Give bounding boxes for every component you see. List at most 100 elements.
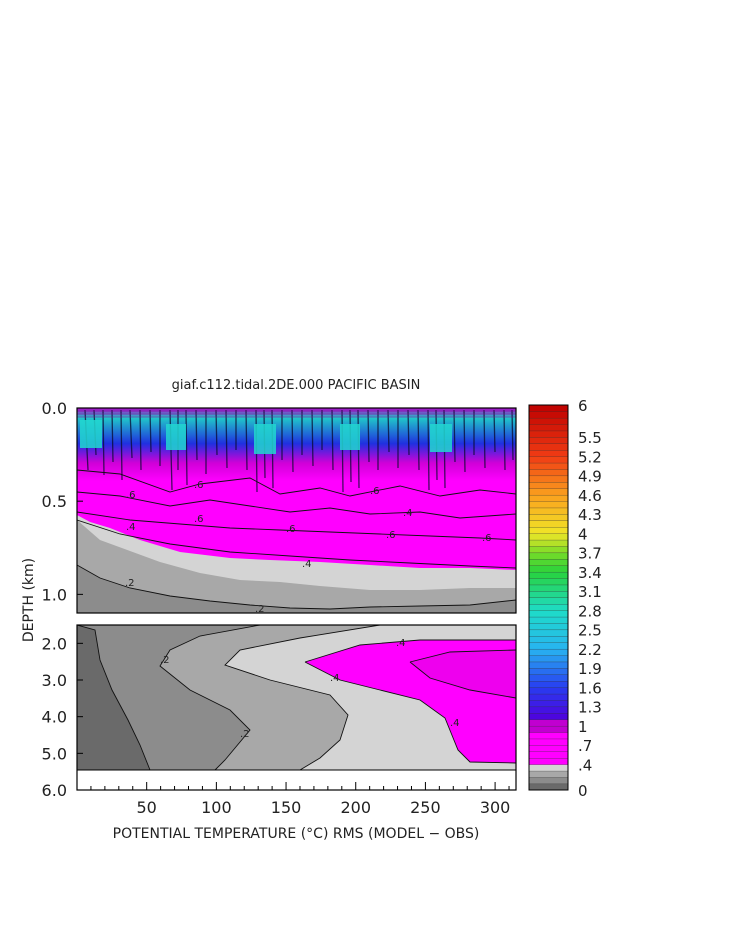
- contour-labels: .6 .6 .6 .6 .6 .6 .6 .4 .4 .4 .2 .2 .2 .…: [125, 480, 492, 740]
- y-tick-label: 0.0: [42, 399, 67, 418]
- colorbar-swatch: [528, 635, 569, 643]
- colorbar-swatch: [528, 404, 569, 412]
- contour-label: .4: [450, 718, 460, 729]
- colorbar-swatch: [528, 526, 569, 534]
- colorbar-label: .4: [578, 756, 592, 774]
- colorbar-swatch: [528, 469, 569, 477]
- colorbar-label: 2.2: [578, 641, 602, 659]
- y-tick-label: 0.5: [42, 492, 67, 511]
- colorbar-swatch: [528, 462, 569, 470]
- colorbar-label: 0: [578, 782, 588, 800]
- colorbar-swatch: [528, 513, 569, 521]
- colorbar-swatch: [528, 629, 569, 637]
- colorbar-label: 4.9: [578, 468, 602, 486]
- lower-panel: [76, 624, 517, 791]
- upper-panel: [76, 407, 517, 614]
- colorbar-swatch: [528, 501, 569, 509]
- colorbar-swatch: [528, 687, 569, 695]
- colorbar-swatch: [528, 443, 569, 451]
- colorbar-swatch: [528, 744, 569, 752]
- colorbar-swatch: [528, 456, 569, 464]
- colorbar-swatch: [528, 623, 569, 631]
- contour-label: .6: [482, 533, 492, 544]
- colorbar-swatch: [528, 488, 569, 496]
- colorbar-swatch: [528, 558, 569, 566]
- colorbar-label: 2.8: [578, 602, 602, 620]
- colorbar-label: 3.1: [578, 583, 602, 601]
- colorbar-label: 5.5: [578, 429, 602, 447]
- colorbar-swatch: [528, 680, 569, 688]
- x-tick-label: 200: [340, 798, 371, 817]
- colorbar-swatch: [528, 584, 569, 592]
- colorbar-swatch: [528, 674, 569, 682]
- x-tick-label: 250: [410, 798, 441, 817]
- contour-label: .2: [240, 729, 250, 740]
- upper-contour-lines: [77, 469, 516, 610]
- colorbar-swatch: [528, 603, 569, 611]
- y-tick-label: 4.0: [42, 708, 67, 727]
- colorbar-swatch: [528, 751, 569, 759]
- colorbar-swatch: [528, 732, 569, 740]
- colorbar-swatch: [528, 655, 569, 663]
- colorbar-swatch: [528, 449, 569, 457]
- fill-lower-magenta-inner: [410, 650, 516, 698]
- colorbar-swatch: [528, 706, 569, 714]
- colorbar-swatch: [528, 648, 569, 656]
- fill-lower-dark: [77, 625, 150, 770]
- colorbar-swatch: [528, 507, 569, 515]
- colorbar-label: 4.3: [578, 506, 602, 524]
- colorbar-label: 4.6: [578, 487, 602, 505]
- y-tick-label: 5.0: [42, 744, 67, 763]
- colorbar-swatch: [528, 770, 569, 778]
- colorbar-swatch: [528, 520, 569, 528]
- colorbar-swatch: [528, 725, 569, 733]
- upper-cyan-patches: [80, 420, 452, 454]
- colorbar-swatch: [528, 546, 569, 554]
- colorbar-swatch: [528, 777, 569, 785]
- y-tick-label: 3.0: [42, 671, 67, 690]
- colorbar-label: 1.3: [578, 699, 602, 717]
- x-axis: 50 100 150 200 250 300: [90, 782, 511, 817]
- y-tick-label: 2.0: [42, 634, 67, 653]
- contour-label: .6: [194, 480, 204, 491]
- colorbar-swatch: [528, 719, 569, 727]
- colorbar-swatch: [528, 757, 569, 765]
- contour-label: .4: [330, 673, 340, 684]
- colorbar-label: .7: [578, 737, 592, 755]
- colorbar-frame: [528, 404, 569, 791]
- colorbar-label: 6: [578, 397, 588, 415]
- colorbar-swatch: [528, 597, 569, 605]
- colorbar-label: 3.4: [578, 564, 602, 582]
- colorbar-label: 1: [578, 718, 588, 736]
- colorbar-swatch: [528, 712, 569, 720]
- x-tick-label: 100: [201, 798, 232, 817]
- contour-label: .4: [126, 522, 136, 533]
- colorbar-swatch: [528, 738, 569, 746]
- colorbar-swatch: [528, 475, 569, 483]
- colorbar-swatch: [528, 667, 569, 675]
- colorbar-swatch: [528, 700, 569, 708]
- colorbar-swatch: [528, 552, 569, 560]
- contour-label: .6: [126, 490, 136, 501]
- colorbar-swatch: [528, 565, 569, 573]
- contour-label: .2: [160, 655, 170, 666]
- x-tick-label: 50: [137, 798, 157, 817]
- y-tick-label: 1.0: [42, 585, 67, 604]
- lower-y-axis: 2.0 3.0 4.0 5.0 6.0: [42, 634, 83, 800]
- contour-label: .6: [194, 514, 204, 525]
- contour-label: .2: [255, 604, 265, 615]
- x-tick-label: 300: [480, 798, 511, 817]
- contour-label: .6: [286, 524, 296, 535]
- colorbar-swatch: [528, 411, 569, 419]
- colorbar-swatch: [528, 764, 569, 772]
- x-axis-label: POTENTIAL TEMPERATURE (°C) RMS (MODEL − …: [113, 826, 480, 842]
- lower-contour-lines: [77, 625, 516, 771]
- colorbar-swatch: [528, 661, 569, 669]
- contour-label: .4: [403, 508, 413, 519]
- colorbar-swatch: [528, 481, 569, 489]
- y-axis-label: DEPTH (km): [21, 558, 37, 642]
- contour-label: .4: [302, 559, 312, 570]
- colorbar-swatch: [528, 539, 569, 547]
- contour-label: .6: [370, 486, 380, 497]
